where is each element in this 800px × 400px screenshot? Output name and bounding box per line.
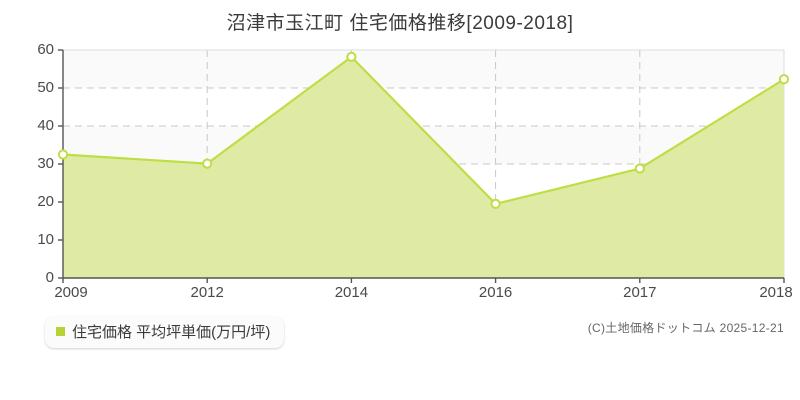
y-axis-tick-label: 30 — [37, 155, 54, 172]
chart-title-range: [2009-2018] — [466, 13, 574, 34]
chart-legend[interactable]: 住宅価格 平均坪単価(万円/坪) — [45, 316, 285, 348]
data-point-marker[interactable] — [202, 158, 213, 169]
series-line — [61, 55, 786, 205]
page-title: 沼津市玉江町 住宅価格推移[2009-2018] — [0, 8, 800, 35]
chart-title-main: 沼津市玉江町 住宅価格推移 — [226, 13, 467, 34]
data-point-marker[interactable] — [57, 149, 69, 160]
area-fill — [63, 56, 784, 279]
y-axis-tick-label: 0 — [45, 269, 54, 286]
y-axis-tick-label: 50 — [37, 79, 54, 96]
data-point-marker[interactable] — [346, 51, 357, 62]
x-axis-tick-label: 2018 — [759, 284, 793, 301]
x-axis-tick-label: 2014 — [334, 284, 369, 301]
copyright-credit: (C)土地価格ドットコム 2025-12-21 — [587, 321, 784, 335]
y-axis-tick-label: 20 — [37, 193, 54, 210]
x-axis-tick-label: 2017 — [623, 284, 657, 301]
legend-color-swatch-icon — [56, 327, 65, 336]
y-axis-tick-label: 40 — [37, 117, 54, 134]
y-axis-tick-label: 10 — [37, 231, 54, 248]
data-point-markers — [57, 51, 790, 209]
x-axis-tick-label: 2009 — [54, 284, 88, 301]
y-axis-tick-label: 60 — [37, 41, 54, 58]
data-point-marker[interactable] — [490, 198, 501, 209]
axis-ticks — [58, 49, 785, 283]
x-axis-tick-label: 2016 — [478, 284, 513, 301]
x-axis-tick-labels: 2009 2012 2014 2016 2017 2018 — [0, 284, 800, 306]
data-point-marker[interactable] — [634, 163, 645, 174]
y-axis-tick-labels: 0 10 20 30 40 50 60 — [16, 0, 54, 400]
data-point-marker[interactable] — [778, 74, 790, 85]
legend-item-label: 住宅価格 平均坪単価(万円/坪) — [72, 324, 271, 341]
x-axis-tick-label: 2012 — [190, 284, 224, 301]
